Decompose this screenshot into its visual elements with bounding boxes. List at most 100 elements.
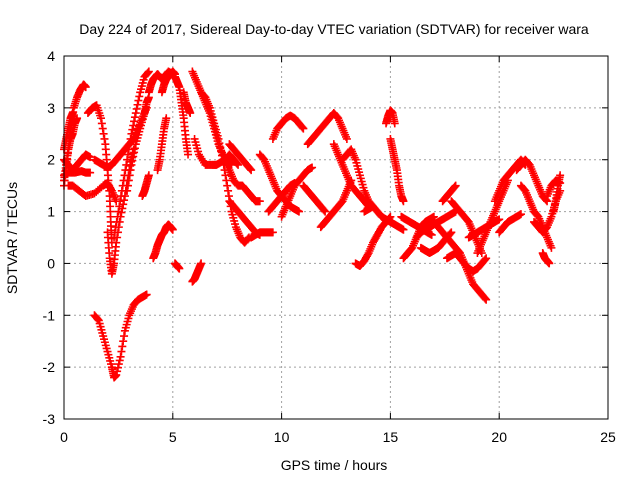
data-point-marker (110, 233, 119, 242)
data-point-marker (120, 332, 129, 341)
data-point-marker (126, 134, 135, 143)
x-tick-label: 5 (169, 429, 177, 445)
data-point-marker (120, 196, 129, 205)
data-point-marker (113, 363, 122, 372)
y-tick-label: 0 (47, 255, 55, 271)
data-point-marker (123, 155, 132, 164)
data-point-marker (144, 171, 153, 180)
series-track-11 (110, 67, 153, 242)
series-track-37 (338, 145, 377, 211)
data-point-marker (131, 109, 140, 118)
data-point-marker (299, 124, 308, 133)
series-track-59 (438, 181, 460, 206)
data-point-marker (93, 315, 102, 324)
x-tick-label: 15 (383, 429, 399, 445)
series-track-28 (225, 140, 256, 175)
data-point-marker (295, 207, 304, 216)
data-point-marker (111, 223, 120, 232)
series-track-25 (221, 155, 264, 206)
data-point-marker (450, 182, 459, 191)
data-point-marker (126, 166, 135, 175)
series-track-07 (83, 101, 116, 247)
series-track-17 (157, 67, 179, 97)
series-track-32 (277, 163, 317, 221)
y-axis-label: SDTVAR / TECUs (4, 182, 20, 294)
data-point-marker (320, 206, 329, 215)
data-point-marker (127, 129, 136, 138)
y-tick-label: 1 (47, 204, 55, 220)
data-point-marker (99, 129, 108, 138)
data-point-marker (321, 207, 330, 216)
data-point-marker (168, 225, 177, 234)
series-track-52 (512, 155, 552, 206)
data-point-marker (495, 215, 504, 224)
data-point-marker (223, 181, 232, 190)
data-point-marker (234, 160, 243, 169)
data-point-marker (222, 176, 231, 185)
series-track-40 (382, 106, 399, 128)
data-point-marker (482, 254, 491, 263)
series-track-20 (170, 259, 184, 273)
series-track-41 (386, 134, 408, 206)
y-tick-label: -2 (43, 359, 56, 375)
y-tick-label: 3 (47, 100, 55, 116)
data-point-marker (81, 83, 90, 92)
data-point-marker (308, 163, 317, 172)
data-point-marker (125, 171, 134, 180)
x-tick-label: 25 (600, 429, 616, 445)
data-point-marker (124, 145, 133, 154)
data-point-marker (123, 186, 132, 195)
data-point-marker (363, 250, 372, 259)
data-point-marker (175, 264, 184, 273)
data-point-marker (114, 360, 123, 369)
y-tick-label: -1 (43, 307, 56, 323)
data-points (60, 67, 565, 382)
data-point-marker (247, 166, 256, 175)
data-point-marker (112, 217, 121, 226)
series-track-34 (299, 181, 330, 216)
data-point-marker (129, 152, 138, 161)
data-point-marker (112, 370, 121, 379)
data-point-marker (97, 119, 106, 128)
data-point-marker (221, 171, 230, 180)
series-track-43 (399, 212, 438, 263)
series-track-39 (360, 202, 408, 234)
data-point-marker (130, 117, 139, 126)
data-point-marker (119, 337, 128, 346)
data-point-marker (143, 68, 152, 77)
data-point-marker (127, 160, 136, 169)
data-point-marker (133, 100, 142, 109)
data-point-marker (142, 290, 151, 299)
series-track-26 (225, 197, 264, 239)
data-point-marker (547, 243, 556, 252)
series-track-45 (416, 228, 456, 258)
data-point-marker (556, 171, 565, 180)
data-point-marker (118, 342, 127, 351)
series-track-16 (153, 114, 171, 175)
data-point-marker (130, 113, 139, 122)
y-tick-label: 4 (47, 48, 55, 64)
data-point-marker (144, 67, 153, 76)
data-point-marker (162, 114, 171, 123)
data-point-marker (214, 134, 223, 143)
data-point-marker (135, 92, 144, 101)
data-point-marker (451, 181, 460, 190)
x-tick-label: 10 (274, 429, 290, 445)
series-track-14 (149, 220, 177, 263)
series-track-57 (538, 249, 554, 268)
x-tick-label: 0 (60, 429, 68, 445)
data-point-marker (100, 134, 109, 143)
data-point-marker (427, 230, 436, 239)
y-tick-label: 2 (47, 152, 55, 168)
data-point-marker (224, 186, 233, 195)
data-point-marker (545, 259, 554, 268)
series-track-13 (138, 171, 153, 201)
data-point-marker (124, 176, 133, 185)
data-point-marker (447, 228, 456, 237)
series-track-58 (549, 171, 565, 216)
data-point-marker (342, 134, 351, 143)
data-point-marker (98, 124, 107, 133)
data-point-marker (115, 356, 124, 365)
data-point-marker (134, 96, 143, 105)
